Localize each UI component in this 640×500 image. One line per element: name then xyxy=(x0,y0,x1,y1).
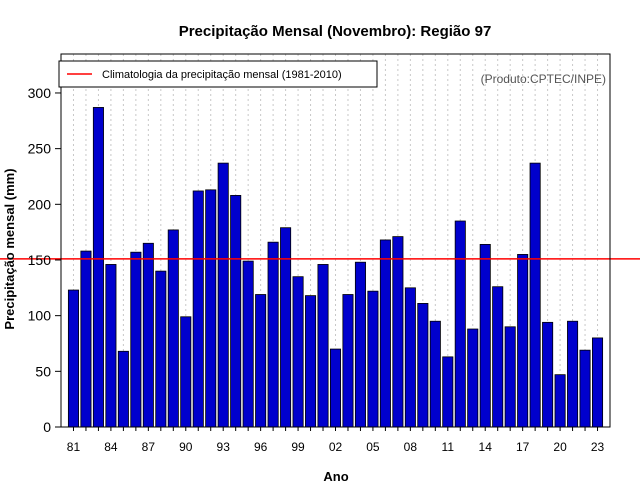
x-tick-label: 17 xyxy=(516,440,530,454)
x-tick-label: 81 xyxy=(67,440,81,454)
bar-16 xyxy=(504,326,516,428)
bar-90 xyxy=(180,316,192,428)
bar-10 xyxy=(429,320,441,428)
x-tick-label: 11 xyxy=(442,440,455,454)
y-tick-label: 50 xyxy=(35,363,51,379)
bar-11 xyxy=(442,356,454,428)
bar-86 xyxy=(130,251,142,428)
bar-98 xyxy=(280,227,292,428)
y-tick-label: 100 xyxy=(28,308,52,324)
x-tick-label: 08 xyxy=(404,440,418,454)
bar-14 xyxy=(479,243,491,428)
bar-87 xyxy=(142,242,154,428)
bar-91 xyxy=(192,190,204,428)
bar-95 xyxy=(242,260,254,428)
x-tick-label: 99 xyxy=(291,440,305,454)
bar-06 xyxy=(379,239,391,428)
x-tick-label: 87 xyxy=(142,440,156,454)
legend-entry-climatology: Climatologia da precipitação mensal (198… xyxy=(102,69,342,81)
bar-02 xyxy=(329,348,342,428)
bar-09 xyxy=(417,303,429,428)
bar-84 xyxy=(105,264,117,428)
x-tick-label: 20 xyxy=(553,440,567,454)
y-tick-label: 250 xyxy=(28,141,52,157)
y-axis: 0 50 100 150 200 250 300 xyxy=(28,85,61,435)
bar-81 xyxy=(67,289,79,428)
y-axis-label: Precipitação mensal (mm) xyxy=(2,168,17,329)
bar-15 xyxy=(492,286,504,428)
y-tick-label: 300 xyxy=(28,85,52,101)
bar-83 xyxy=(92,107,104,428)
bar-03 xyxy=(342,294,354,428)
bar-18 xyxy=(529,162,541,428)
credit-text: (Produto:CPTEC/INPE) xyxy=(481,72,606,86)
bar-01 xyxy=(317,264,329,428)
x-tick-label: 84 xyxy=(104,440,118,454)
bar-00 xyxy=(305,295,317,428)
x-axis-label: Ano xyxy=(323,469,348,484)
bar-17 xyxy=(517,254,529,428)
bar-12 xyxy=(454,220,466,428)
x-tick-label: 93 xyxy=(217,440,231,454)
bar-93 xyxy=(217,162,229,428)
bar-85 xyxy=(117,350,129,428)
x-tick-label: 14 xyxy=(479,440,493,454)
y-tick-label: 200 xyxy=(28,196,52,212)
bar-92 xyxy=(205,189,217,428)
bar-05 xyxy=(367,290,379,428)
x-tick-label: 05 xyxy=(366,440,380,454)
bar-23 xyxy=(592,337,604,428)
x-tick-label: 90 xyxy=(179,440,193,454)
legend: Climatologia da precipitação mensal (198… xyxy=(58,60,378,88)
x-axis: 81 84 87 90 93 96 99 02 05 08 11 14 17 20 23 xyxy=(67,427,605,454)
bar-20 xyxy=(554,374,566,428)
bar-19 xyxy=(542,321,554,428)
bar-07 xyxy=(392,236,404,428)
x-tick-label: 02 xyxy=(329,440,343,454)
bar-13 xyxy=(467,328,479,428)
bar-series xyxy=(67,107,604,428)
bar-99 xyxy=(292,276,304,428)
bar-82 xyxy=(80,250,92,428)
bar-96 xyxy=(255,294,267,428)
y-tick-label: 0 xyxy=(43,419,51,435)
bar-22 xyxy=(579,349,591,428)
bar-21 xyxy=(567,320,579,428)
bar-88 xyxy=(155,270,167,428)
chart-title: Precipitação Mensal (Novembro): Região 9… xyxy=(179,23,492,40)
bar-94 xyxy=(230,195,242,428)
bar-04 xyxy=(354,261,366,428)
bar-97 xyxy=(267,241,279,428)
x-tick-label: 96 xyxy=(254,440,268,454)
bar-08 xyxy=(404,287,416,428)
y-tick-label: 150 xyxy=(28,252,52,268)
x-tick-label: 23 xyxy=(591,440,605,454)
legend-box xyxy=(58,60,378,88)
